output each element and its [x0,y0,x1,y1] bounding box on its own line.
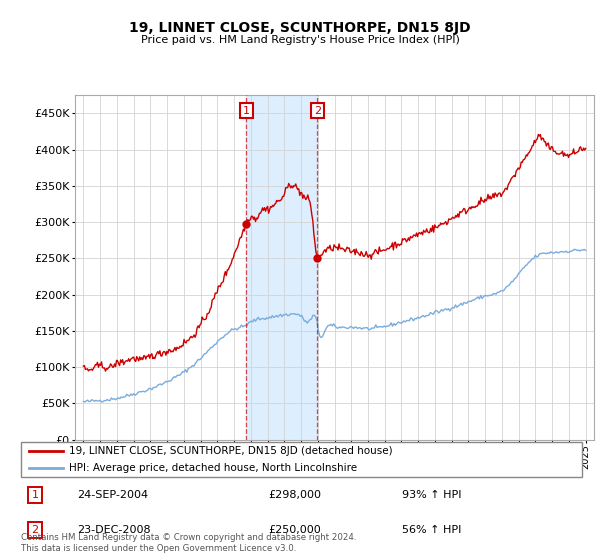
Text: 23-DEC-2008: 23-DEC-2008 [77,525,151,535]
Text: HPI: Average price, detached house, North Lincolnshire: HPI: Average price, detached house, Nort… [68,464,357,473]
FancyBboxPatch shape [21,442,582,477]
Text: 1: 1 [32,490,38,500]
Text: 2: 2 [31,525,38,535]
Text: £250,000: £250,000 [268,525,320,535]
Text: 2: 2 [314,105,321,115]
Text: 19, LINNET CLOSE, SCUNTHORPE, DN15 8JD: 19, LINNET CLOSE, SCUNTHORPE, DN15 8JD [129,21,471,35]
Text: 19, LINNET CLOSE, SCUNTHORPE, DN15 8JD (detached house): 19, LINNET CLOSE, SCUNTHORPE, DN15 8JD (… [68,446,392,456]
Text: 24-SEP-2004: 24-SEP-2004 [77,490,148,500]
Text: 93% ↑ HPI: 93% ↑ HPI [403,490,462,500]
Text: 1: 1 [243,105,250,115]
Text: Contains HM Land Registry data © Crown copyright and database right 2024.
This d: Contains HM Land Registry data © Crown c… [21,533,356,553]
Bar [246,95,317,440]
Text: Price paid vs. HM Land Registry's House Price Index (HPI): Price paid vs. HM Land Registry's House … [140,35,460,45]
Text: £298,000: £298,000 [268,490,321,500]
Text: 56% ↑ HPI: 56% ↑ HPI [403,525,462,535]
